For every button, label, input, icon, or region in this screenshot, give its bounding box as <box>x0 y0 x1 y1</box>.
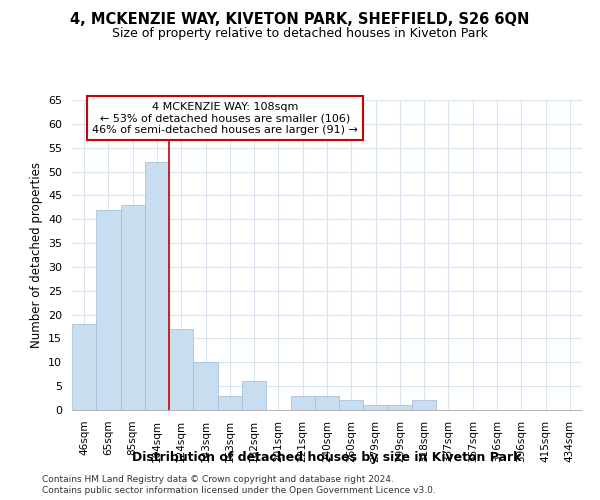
Text: Contains public sector information licensed under the Open Government Licence v3: Contains public sector information licen… <box>42 486 436 495</box>
Bar <box>364 405 388 410</box>
Bar <box>339 400 364 410</box>
Text: Distribution of detached houses by size in Kiveton Park: Distribution of detached houses by size … <box>133 451 521 464</box>
Bar <box>121 205 145 410</box>
Bar <box>145 162 169 410</box>
Bar <box>388 405 412 410</box>
Bar <box>242 382 266 410</box>
Text: 4 MCKENZIE WAY: 108sqm
← 53% of detached houses are smaller (106)
46% of semi-de: 4 MCKENZIE WAY: 108sqm ← 53% of detached… <box>92 102 358 134</box>
Text: Size of property relative to detached houses in Kiveton Park: Size of property relative to detached ho… <box>112 28 488 40</box>
Bar <box>193 362 218 410</box>
Bar <box>315 396 339 410</box>
Bar <box>169 329 193 410</box>
Bar <box>96 210 121 410</box>
Bar <box>290 396 315 410</box>
Y-axis label: Number of detached properties: Number of detached properties <box>29 162 43 348</box>
Bar <box>412 400 436 410</box>
Bar <box>218 396 242 410</box>
Text: Contains HM Land Registry data © Crown copyright and database right 2024.: Contains HM Land Registry data © Crown c… <box>42 475 394 484</box>
Bar <box>72 324 96 410</box>
Text: 4, MCKENZIE WAY, KIVETON PARK, SHEFFIELD, S26 6QN: 4, MCKENZIE WAY, KIVETON PARK, SHEFFIELD… <box>70 12 530 28</box>
